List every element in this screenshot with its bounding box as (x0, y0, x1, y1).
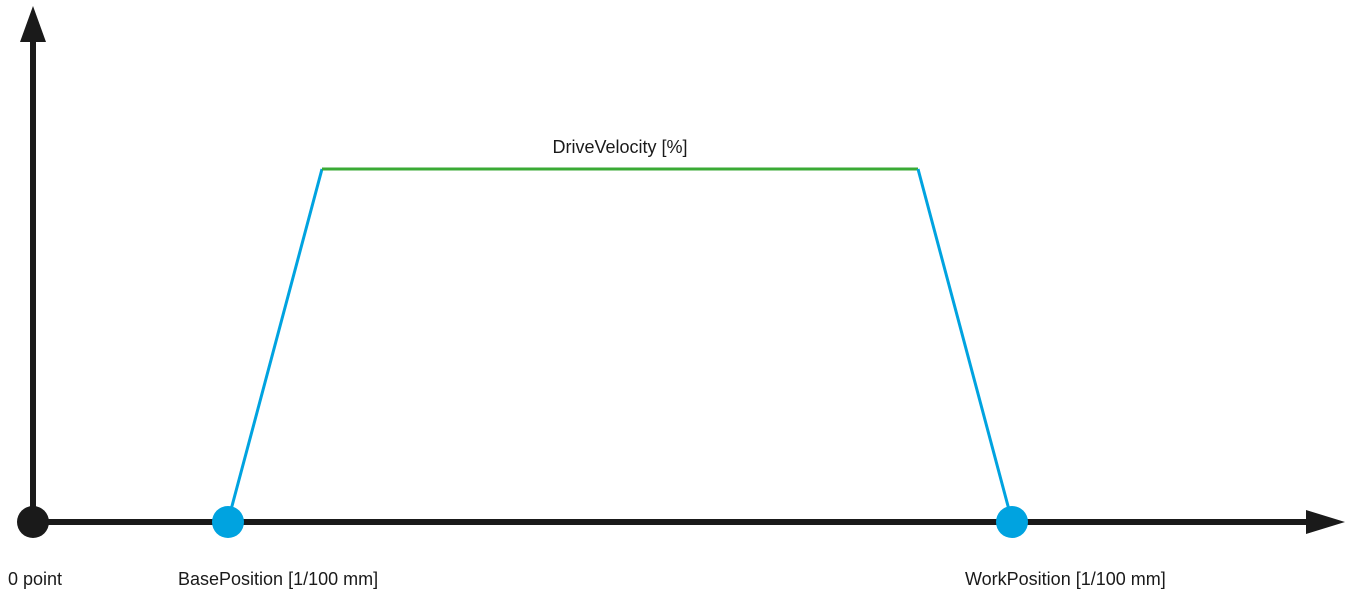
x-axis-arrowhead (1306, 510, 1345, 534)
work-position-marker (996, 506, 1028, 538)
drive-velocity-label: DriveVelocity [%] (552, 137, 687, 157)
acceleration-ramp (226, 168, 324, 522)
base-position-marker (212, 506, 244, 538)
origin-point-marker (17, 506, 49, 538)
y-axis-arrowhead (20, 6, 46, 42)
origin-point-label: 0 point (8, 569, 62, 589)
work-position-label: WorkPosition [1/100 mm] (965, 569, 1166, 589)
base-position-label: BasePosition [1/100 mm] (178, 569, 378, 589)
deceleration-ramp (916, 168, 1014, 522)
